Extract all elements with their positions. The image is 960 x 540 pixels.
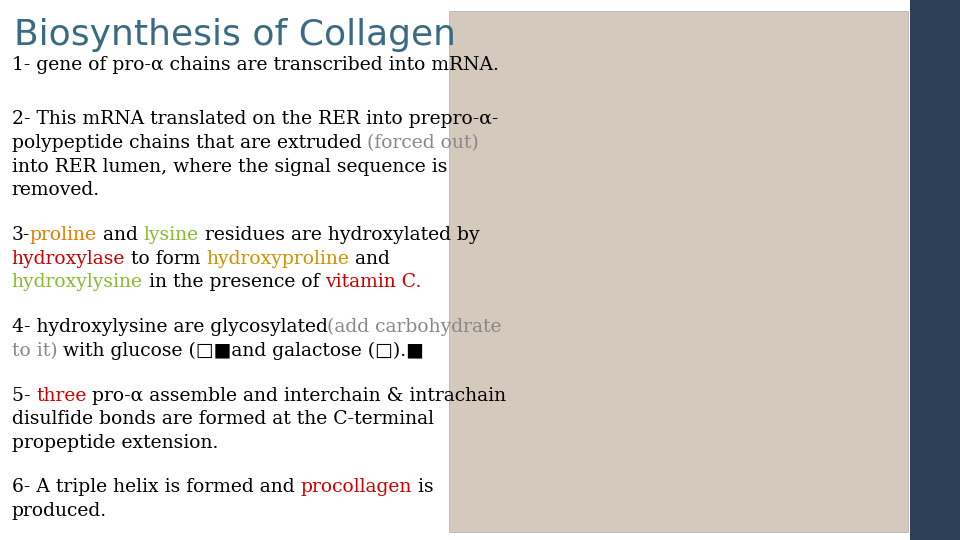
Text: to form: to form <box>125 249 206 268</box>
Text: 5-: 5- <box>12 387 36 404</box>
Text: removed.: removed. <box>12 181 100 199</box>
Text: vitamin C.: vitamin C. <box>325 273 421 291</box>
Text: with glucose (□■and galactose (□).■: with glucose (□■and galactose (□).■ <box>58 341 424 360</box>
Text: to it): to it) <box>12 342 58 360</box>
Text: pro-α assemble and interchain & intrachain: pro-α assemble and interchain & intracha… <box>86 387 507 404</box>
Text: Biosynthesis of Collagen: Biosynthesis of Collagen <box>14 18 456 52</box>
Text: disulfide bonds are formed at the C-terminal: disulfide bonds are formed at the C-term… <box>12 410 434 428</box>
Text: lysine: lysine <box>144 226 199 244</box>
Text: into RER lumen, where the signal sequence is: into RER lumen, where the signal sequenc… <box>12 158 447 176</box>
Text: three: three <box>36 387 86 404</box>
Text: (add carbohydrate: (add carbohydrate <box>327 318 502 336</box>
Text: (forced out): (forced out) <box>368 134 479 152</box>
Text: 6- A triple helix is formed and: 6- A triple helix is formed and <box>12 478 300 496</box>
Text: hydroxyproline: hydroxyproline <box>206 249 349 268</box>
Text: hydroxylase: hydroxylase <box>12 249 125 268</box>
Text: produced.: produced. <box>12 502 107 519</box>
Text: 1- gene of pro-α chains are transcribed into mRNA.: 1- gene of pro-α chains are transcribed … <box>12 56 498 74</box>
Text: proline: proline <box>30 226 97 244</box>
Text: propeptide extension.: propeptide extension. <box>12 434 218 452</box>
Text: residues are hydroxylated by: residues are hydroxylated by <box>199 226 480 244</box>
Text: 3-: 3- <box>12 226 30 244</box>
Bar <box>910 0 960 540</box>
Text: procollagen: procollagen <box>300 478 412 496</box>
Text: polypeptide chains that are extruded: polypeptide chains that are extruded <box>12 134 368 152</box>
Text: and: and <box>97 226 144 244</box>
Text: and: and <box>349 249 390 268</box>
Text: hydroxylysine: hydroxylysine <box>12 273 142 291</box>
Text: in the presence of: in the presence of <box>142 273 325 291</box>
Text: 4- hydroxylysine are glycosylated: 4- hydroxylysine are glycosylated <box>12 318 327 336</box>
Bar <box>449 11 908 532</box>
Text: is: is <box>412 478 433 496</box>
Text: 2- This mRNA translated on the RER into prepro-α-: 2- This mRNA translated on the RER into … <box>12 110 498 129</box>
